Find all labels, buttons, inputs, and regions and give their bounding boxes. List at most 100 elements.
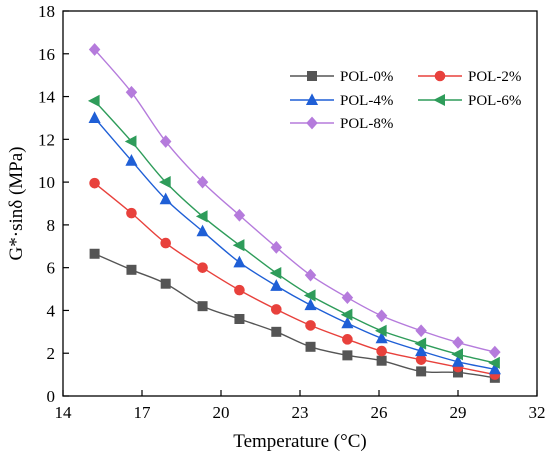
y-tick-label: 2 [47, 344, 56, 363]
data-point [125, 154, 138, 166]
data-point [376, 345, 387, 357]
data-point [414, 337, 427, 350]
data-point [452, 336, 464, 349]
data-point [234, 284, 245, 296]
series-POL-0% [89, 248, 500, 383]
data-point [342, 350, 353, 361]
series-line [94, 49, 496, 353]
data-point [196, 224, 209, 237]
data-point [341, 316, 354, 329]
data-point [416, 366, 427, 377]
y-tick-label: 0 [47, 387, 56, 406]
legend-marker [433, 93, 446, 107]
x-tick-label: 20 [213, 403, 230, 422]
data-point [125, 85, 138, 99]
y-axis-title: G*·sinδ (MPa) [6, 147, 27, 261]
data-point [159, 192, 172, 205]
legend-item: POL-2% [418, 69, 521, 85]
data-point [126, 264, 137, 275]
legend-marker [306, 71, 317, 82]
series-POL-2% [89, 177, 501, 380]
data-point [271, 326, 282, 337]
data-point [451, 355, 465, 367]
data-point [233, 255, 246, 268]
legend-marker [306, 116, 318, 130]
data-point [415, 354, 427, 365]
data-point [305, 320, 316, 331]
data-point [376, 355, 387, 366]
data-point [375, 331, 388, 344]
data-point [451, 348, 464, 361]
y-tick-label: 8 [47, 216, 56, 235]
legend-item: POL-4% [290, 93, 393, 109]
data-point [233, 208, 246, 222]
x-tick-label: 26 [371, 403, 388, 422]
y-tick-label: 6 [47, 259, 56, 278]
data-point [160, 278, 171, 289]
data-point [415, 324, 427, 338]
x-tick-label: 32 [529, 403, 546, 422]
y-tick-label: 12 [38, 130, 55, 149]
x-tick-label: 14 [55, 403, 73, 422]
data-point [124, 135, 137, 148]
series-line [94, 253, 495, 379]
series-POL-8% [88, 43, 501, 359]
data-point [197, 301, 208, 312]
x-axis-title: Temperature (°C) [233, 431, 366, 452]
data-point [375, 309, 388, 323]
data-point [304, 298, 317, 311]
data-point [232, 239, 245, 252]
series-POL-6% [87, 94, 500, 369]
data-point [160, 237, 172, 249]
x-tick-label: 23 [292, 403, 309, 422]
series-line [94, 100, 496, 364]
y-tick-label: 18 [38, 2, 55, 21]
data-point [195, 210, 208, 223]
legend-label: POL-0% [340, 69, 393, 85]
data-point [269, 266, 282, 280]
data-point [159, 176, 171, 189]
data-point [341, 291, 354, 305]
data-point [488, 356, 500, 369]
data-point [234, 313, 245, 324]
y-tick-label: 10 [38, 173, 55, 192]
legend-item: POL-0% [290, 69, 393, 85]
data-point [304, 268, 317, 282]
legend-item: POL-8% [290, 116, 393, 132]
data-point [342, 334, 353, 345]
legend: POL-0% POL-2% POL-4% POL-6% POL-8% [290, 69, 521, 132]
data-point [270, 240, 283, 254]
series-POL-4% [88, 111, 501, 375]
data-point [88, 43, 101, 56]
plot-frame [62, 10, 538, 397]
legend-item: POL-6% [418, 93, 521, 109]
series-line [94, 117, 496, 370]
data-point [488, 362, 501, 375]
data-point [89, 177, 100, 189]
data-point [303, 289, 316, 302]
legend-label: POL-4% [340, 93, 393, 109]
legend-marker [305, 93, 319, 105]
data-point [489, 345, 501, 359]
x-tick-label: 17 [134, 403, 152, 422]
data-point [415, 344, 428, 357]
legend-label: POL-6% [468, 93, 521, 109]
data-point [88, 111, 101, 123]
data-point [197, 262, 208, 273]
data-point [374, 324, 387, 337]
data-point [305, 341, 316, 352]
legend-label: POL-2% [468, 69, 521, 85]
data-point [89, 248, 100, 259]
axis-ticks: 14 17 20 23 26 29 32 0 2 4 6 8 10 12 14 16 18 [38, 2, 546, 422]
data-point [159, 135, 172, 148]
x-tick-label: 29 [450, 403, 467, 422]
y-tick-label: 14 [38, 88, 56, 107]
data-point [270, 279, 283, 291]
y-tick-label: 16 [38, 45, 55, 64]
data-point [196, 175, 209, 189]
legend-marker [434, 70, 446, 82]
legend-label: POL-8% [340, 116, 393, 132]
series-layer [87, 43, 501, 383]
y-tick-label: 4 [47, 301, 56, 320]
